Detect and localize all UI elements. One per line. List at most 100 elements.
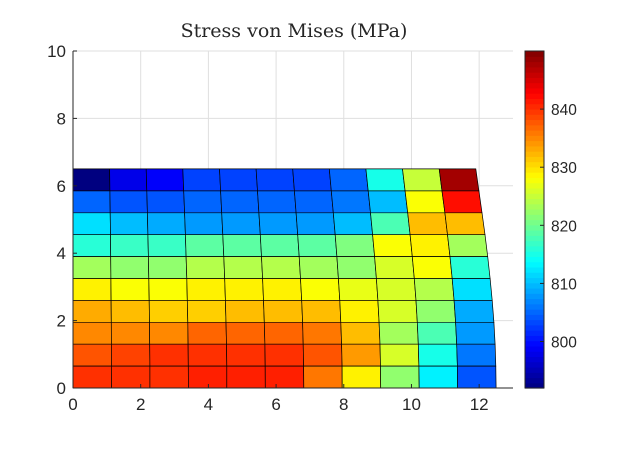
mesh-cell [226, 365, 266, 389]
mesh-cell [146, 190, 185, 214]
mesh-cell [109, 168, 148, 192]
mesh-cell [110, 256, 150, 279]
mesh-cell [72, 234, 112, 257]
colorbar-segment [525, 356, 544, 363]
y-tick-label: 10 [47, 42, 66, 61]
colorbar-segment [525, 303, 544, 310]
colorbar-segment [525, 330, 544, 336]
colorbar-segment [525, 272, 544, 279]
mesh-cell [438, 168, 480, 192]
mesh-cell [149, 321, 189, 345]
mesh-cell [332, 212, 373, 236]
mesh-cell [339, 300, 380, 323]
mesh-cell [258, 212, 299, 236]
chart-title: Stress von Mises (MPa) [181, 20, 408, 42]
mesh-cell [225, 300, 265, 323]
mesh-cell [380, 365, 420, 389]
mesh-cell [110, 300, 150, 323]
mesh-cell [255, 168, 295, 192]
mesh-cell [338, 278, 379, 301]
colorbar-tick-label: 840 [551, 102, 577, 119]
mesh-cell [374, 256, 415, 279]
colorbar-segment [525, 240, 544, 247]
mesh-cell [72, 256, 112, 279]
mesh-cell [370, 212, 411, 236]
colorbar-segment [525, 277, 544, 284]
mesh-cell [110, 278, 150, 301]
mesh-cell [261, 256, 301, 279]
mesh-cell [182, 168, 221, 192]
mesh-cell [222, 234, 262, 257]
mesh-cell [295, 212, 336, 236]
x-tick-label: 2 [136, 395, 145, 414]
colorbar-segment [525, 198, 544, 205]
mesh-cell [148, 256, 188, 279]
colorbar-segment [525, 72, 544, 78]
colorbar-segment [525, 382, 544, 389]
mesh-cell [187, 343, 228, 367]
mesh-cell [416, 321, 458, 345]
colorbar-segment [525, 114, 544, 121]
mesh-cell [341, 343, 381, 367]
colorbar-segment [525, 214, 544, 221]
colorbar-segment [525, 266, 544, 273]
colorbar-segment [525, 93, 544, 99]
colorbar-segment [525, 287, 544, 294]
colorbar-segment [525, 56, 544, 63]
mesh-cell [111, 343, 151, 367]
mesh-cell [417, 343, 458, 367]
mesh-cell [223, 256, 263, 279]
colorbar-segment [525, 340, 544, 347]
mesh-cell [145, 168, 185, 192]
x-tick-label: 4 [204, 395, 213, 414]
colorbar-segment [525, 82, 544, 89]
mesh-cell [225, 321, 266, 345]
mesh-cell [298, 256, 339, 279]
mesh-cell [263, 321, 304, 345]
colorbar-segment [525, 98, 544, 105]
mesh-cell [409, 234, 451, 257]
mesh-cell [377, 300, 418, 323]
colorbar-segment [525, 282, 544, 289]
mesh-cell [300, 278, 341, 301]
mesh-cell [224, 278, 264, 301]
colorbar-segment [525, 366, 544, 373]
mesh-cell [72, 190, 111, 214]
mesh-cell [294, 190, 334, 214]
colorbar-segment [525, 66, 544, 73]
colorbar-segment [525, 309, 544, 315]
mesh-cell [111, 365, 151, 389]
colorbar-segment [525, 145, 544, 152]
mesh-cell [365, 168, 406, 192]
mesh-cell [147, 212, 186, 236]
mesh-cell [407, 212, 448, 236]
mesh-cell [221, 212, 261, 236]
mesh-cell [184, 212, 224, 236]
mesh-cell [110, 321, 151, 345]
stress-mesh [72, 168, 497, 389]
mesh-cell [186, 300, 227, 323]
mesh-cell [149, 365, 189, 389]
plot-axes: 0 2 4 6 8 10 12 0 2 4 6 8 10 [47, 42, 513, 414]
mesh-cell [404, 190, 446, 214]
colorbar-segment [525, 251, 544, 257]
mesh-cell [187, 321, 227, 345]
mesh-cell [220, 190, 260, 214]
colorbar-segment [525, 235, 544, 242]
y-tick-label: 8 [57, 109, 66, 128]
colorbar-segment [525, 377, 544, 384]
colorbar-segment [525, 124, 544, 131]
colorbar-tick-label: 820 [551, 218, 577, 235]
mesh-cell [183, 190, 223, 214]
mesh-cell [187, 365, 228, 389]
mesh-cell [303, 365, 343, 389]
colorbar-segment [525, 151, 544, 157]
colorbar-segment [525, 345, 544, 352]
mesh-cell [257, 190, 297, 214]
mesh-cell [264, 343, 304, 367]
mesh-cell [457, 365, 497, 389]
colorbar-segment [525, 77, 544, 84]
mesh-cell [185, 234, 225, 257]
colorbar-segment [525, 351, 544, 358]
